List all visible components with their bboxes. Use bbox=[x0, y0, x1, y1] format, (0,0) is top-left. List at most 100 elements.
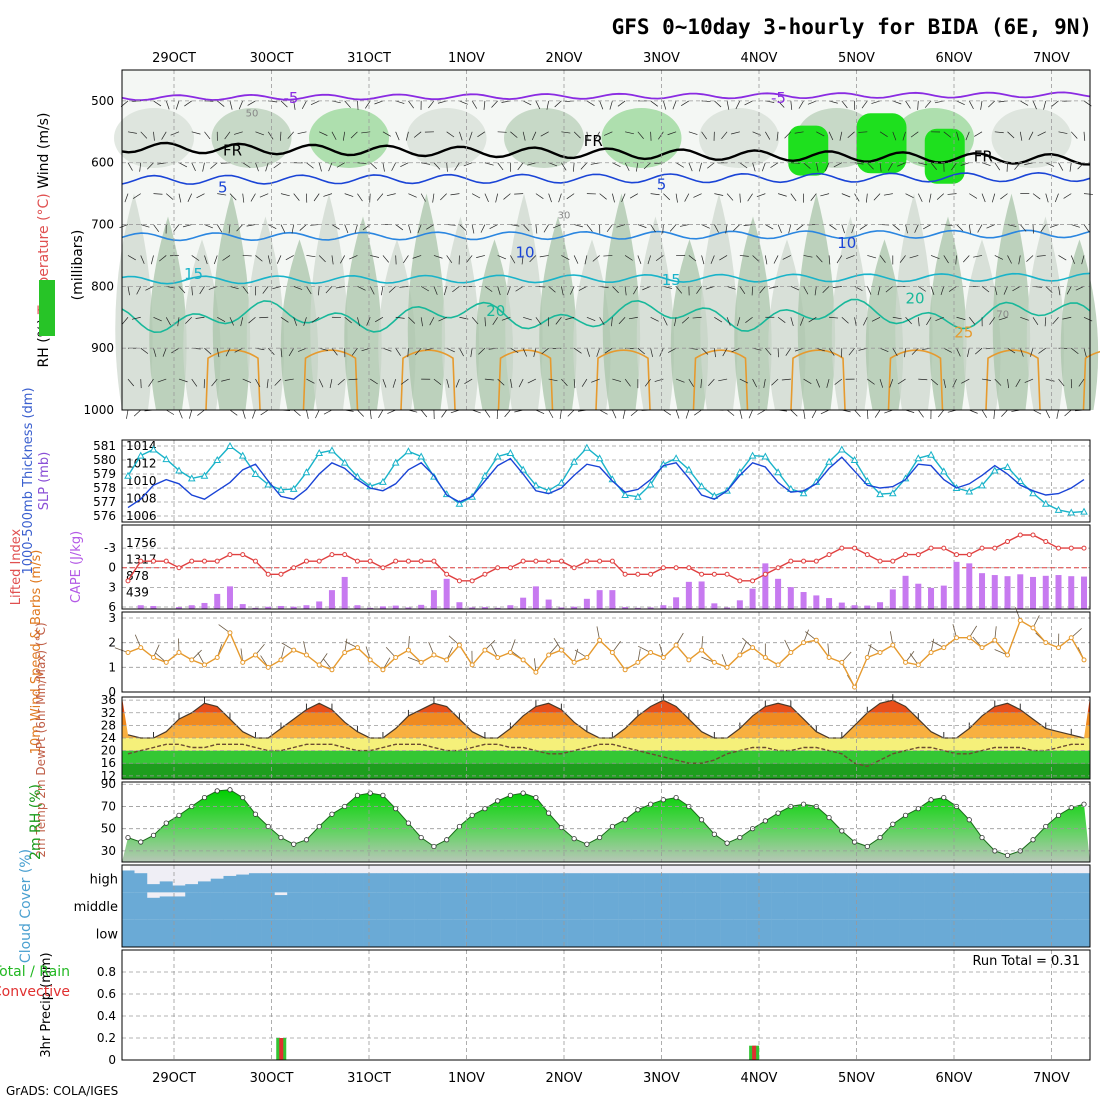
upper-wind-barb bbox=[647, 255, 651, 265]
upper-wind-barb bbox=[293, 286, 303, 290]
wind-speed-series-point bbox=[138, 645, 144, 651]
upper-wind-barb bbox=[612, 286, 619, 294]
upper-wind-barb bbox=[381, 286, 384, 296]
cloud-cover-bar bbox=[236, 874, 250, 893]
cloud-cover-bar bbox=[542, 892, 556, 920]
cloud-cover-bar bbox=[503, 873, 517, 893]
slp-series-point bbox=[583, 443, 591, 451]
upper-wind-barb bbox=[790, 409, 798, 417]
cloud-cover-bar bbox=[236, 919, 250, 947]
upper-wind-barb bbox=[1058, 162, 1064, 171]
lifted-index-series-point bbox=[252, 558, 258, 564]
cloud-cover-bar bbox=[376, 892, 390, 920]
rh-shading bbox=[115, 193, 153, 410]
slp-series-point bbox=[200, 471, 209, 479]
upper-wind-barb bbox=[1032, 409, 1042, 415]
upper-wind-barb bbox=[854, 409, 861, 418]
cloud-cover-bar bbox=[580, 892, 594, 920]
upper-wind-barb bbox=[863, 317, 868, 326]
cloud-cover-bar bbox=[427, 919, 441, 947]
upper-wind-barb bbox=[969, 409, 978, 414]
upper-wind-barb bbox=[280, 193, 290, 197]
upper-wind-barb bbox=[153, 131, 155, 141]
upper-wind-barb bbox=[781, 378, 791, 381]
cape-bar bbox=[940, 585, 947, 609]
rh-series-point bbox=[291, 841, 297, 847]
cape-bar bbox=[749, 588, 756, 609]
cloud-cover-bar bbox=[797, 919, 811, 947]
cloud-cover-bar bbox=[593, 873, 607, 893]
upper-wind-barb bbox=[441, 409, 447, 418]
wind-speed-series-point bbox=[495, 654, 501, 660]
upper-wind-barb bbox=[565, 316, 575, 320]
upper-wind-barb bbox=[1007, 379, 1009, 389]
lifted-index-series-point bbox=[469, 578, 475, 584]
upper-wind-barb bbox=[535, 317, 542, 325]
upper-wind-barb bbox=[246, 224, 256, 227]
cloud-cover-bar bbox=[338, 919, 352, 947]
upper-wind-barb bbox=[943, 224, 953, 227]
upper-wind-barb bbox=[684, 193, 690, 202]
upper-wind-barb bbox=[344, 100, 351, 108]
cloud-cover-bar bbox=[1001, 892, 1015, 920]
slp-series-point bbox=[1067, 508, 1076, 516]
upper-wind-barb bbox=[807, 100, 817, 105]
upper-wind-barb bbox=[566, 193, 575, 200]
upper-wind-barb bbox=[131, 316, 141, 320]
cloud-cover-bar bbox=[580, 919, 594, 947]
upper-wind-barb bbox=[548, 409, 554, 419]
upper-wind-barb bbox=[351, 347, 358, 356]
upper-wind-barb bbox=[162, 348, 167, 357]
upper-wind-barb bbox=[609, 100, 613, 110]
upper-wind-barb bbox=[1020, 100, 1029, 106]
upper-wind-barb bbox=[535, 224, 538, 234]
upper-wind-barb bbox=[861, 100, 868, 109]
date-label-top: 31OCT bbox=[347, 51, 391, 66]
upper-wind-barb bbox=[157, 378, 167, 383]
upper-wind-barb bbox=[771, 378, 779, 386]
cloud-cover-bar bbox=[465, 892, 479, 920]
upper-wind-barb bbox=[599, 193, 607, 200]
cloud-cover-bar bbox=[1039, 873, 1053, 893]
upper-wind-barb bbox=[973, 255, 983, 258]
upper-wind-barb bbox=[1052, 317, 1059, 325]
cloud-level-label: middle bbox=[74, 900, 118, 915]
upper-wind-barb bbox=[658, 131, 664, 140]
upper-wind-barb bbox=[681, 100, 690, 106]
wind-speed-series-point bbox=[941, 645, 947, 651]
upper-wind-barb bbox=[675, 193, 678, 203]
upper-wind-barb bbox=[701, 131, 708, 140]
cloud-cover-bar bbox=[911, 919, 925, 947]
upper-wind-barb bbox=[803, 286, 809, 295]
slp-series-point bbox=[315, 448, 324, 456]
upper-wind-barb bbox=[718, 378, 728, 382]
cloud-cover-bar bbox=[338, 873, 352, 893]
upper-wind-barb bbox=[937, 409, 945, 418]
wind-speed-series-point bbox=[367, 657, 373, 663]
upper-wind-barb bbox=[644, 378, 651, 387]
cloud-cover-bar bbox=[261, 873, 275, 893]
cape-bar bbox=[137, 605, 144, 609]
upper-wind-barb bbox=[395, 347, 401, 356]
upper-wind-barb bbox=[527, 378, 537, 384]
upper-wind-barb bbox=[924, 100, 932, 108]
upper-wind-barb bbox=[407, 348, 409, 358]
upper-wind-barb bbox=[229, 317, 234, 326]
upper-wind-barb bbox=[989, 317, 996, 325]
upper-wind-barb bbox=[357, 409, 364, 417]
slp-series-point bbox=[965, 487, 974, 495]
cape-bar bbox=[418, 604, 425, 609]
upper-wind-barb bbox=[991, 193, 996, 203]
upper-wind-barb bbox=[148, 378, 154, 387]
wind-speed-series-point bbox=[864, 654, 870, 660]
upper-wind-barb bbox=[866, 409, 869, 420]
isotherm-25 bbox=[302, 349, 359, 411]
cloud-cover-bar bbox=[593, 919, 607, 947]
upper-wind-barb bbox=[325, 286, 333, 294]
upper-wind-barb bbox=[466, 255, 473, 263]
slp-series-point bbox=[685, 465, 693, 473]
upper-wind-barb bbox=[191, 286, 193, 296]
upper-wind-barb bbox=[701, 347, 709, 355]
lifted-index-series-point bbox=[609, 558, 615, 564]
